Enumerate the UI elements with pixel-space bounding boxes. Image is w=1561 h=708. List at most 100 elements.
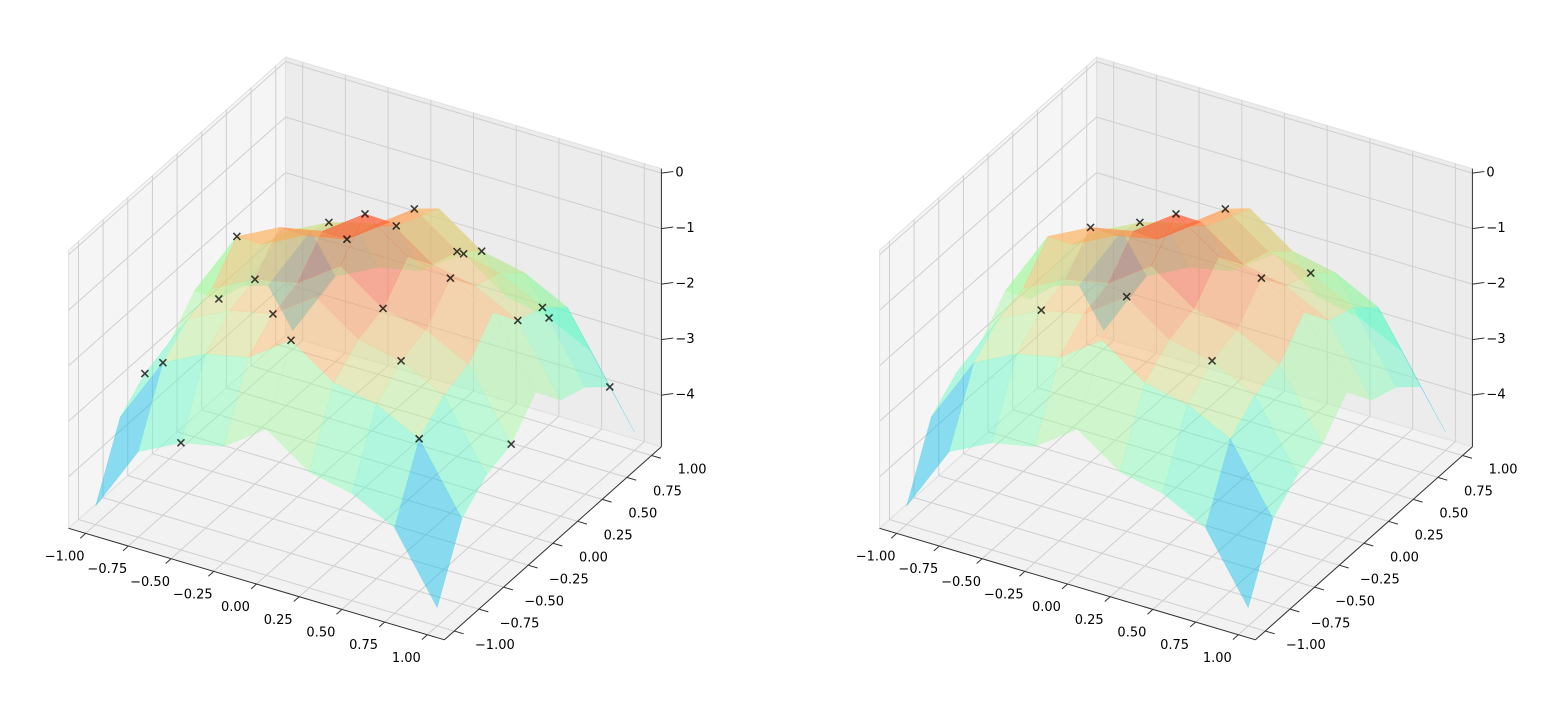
tick-mark xyxy=(293,596,300,602)
surface-patch xyxy=(456,250,525,274)
tick-mark xyxy=(122,545,129,552)
scatter-point xyxy=(324,218,333,227)
surface-patch xyxy=(1200,208,1269,265)
x-tick-label: −0.50 xyxy=(941,575,981,590)
grid-line xyxy=(1086,343,1463,456)
tick-mark xyxy=(1189,621,1196,628)
tick-mark xyxy=(976,558,983,564)
tick-mark xyxy=(250,583,257,590)
scatter-point xyxy=(605,382,614,391)
surface-patch xyxy=(1053,230,1123,287)
surface-patch xyxy=(1139,221,1208,227)
z-tick-label: −1 xyxy=(675,221,694,236)
axis-line xyxy=(879,527,1256,641)
scatter-point xyxy=(214,294,223,303)
grid-line xyxy=(938,475,1315,588)
tick-mark xyxy=(602,498,612,503)
surface-patch xyxy=(1187,360,1256,440)
y-tick-label: 1.00 xyxy=(1489,463,1518,478)
surface-patch xyxy=(1077,339,1145,473)
x-tick-label: 0.75 xyxy=(1160,638,1189,653)
grid-line xyxy=(201,409,578,522)
surface-patch xyxy=(321,213,391,240)
tick-mark xyxy=(577,520,588,525)
surface-patch xyxy=(400,329,469,396)
y-tick-label: 0.25 xyxy=(1415,528,1444,543)
scatter-point xyxy=(158,358,167,367)
surface-patch xyxy=(1182,208,1251,227)
tick-mark xyxy=(1472,337,1485,341)
scatter-point xyxy=(1221,204,1230,213)
grid-line xyxy=(1096,172,1473,285)
grid-line xyxy=(285,61,662,174)
surface-patch xyxy=(1083,265,1153,315)
surface-patch xyxy=(364,213,433,265)
axis-line xyxy=(1255,446,1473,641)
y-tick-label: −1.00 xyxy=(1286,638,1326,653)
surface-patch xyxy=(1254,363,1323,476)
scatter-point xyxy=(250,275,259,284)
grid-line xyxy=(1096,227,1473,341)
z-tick-label: −2 xyxy=(675,277,694,292)
scatter-point xyxy=(1135,218,1144,227)
x-tick-label: 0.75 xyxy=(349,638,378,653)
z-tick-label: −1 xyxy=(1486,221,1505,236)
y-tick-label: 1.00 xyxy=(678,463,707,478)
scatter-point xyxy=(1257,274,1266,283)
surface-patch xyxy=(339,213,409,309)
scatter-point xyxy=(286,336,296,345)
grid-line xyxy=(889,519,1266,632)
tick-mark xyxy=(890,533,897,539)
surface-patch xyxy=(254,227,323,284)
grid-line xyxy=(285,116,662,230)
surface-patch xyxy=(353,221,422,272)
tick-mark xyxy=(528,564,538,569)
x-tick-label: 0.00 xyxy=(1032,600,1061,615)
surface-patch xyxy=(930,318,999,418)
surface-patch xyxy=(468,311,537,445)
surface-patch xyxy=(1352,306,1422,388)
tick-mark xyxy=(661,337,674,341)
surface-patch xyxy=(1328,307,1397,401)
tick-mark xyxy=(1314,586,1325,591)
scatter-point xyxy=(1122,292,1131,301)
surface-patch xyxy=(1211,329,1280,396)
y-tick-label: 0.00 xyxy=(1390,550,1419,565)
grid-line xyxy=(1037,387,1414,500)
z-tick-label: −4 xyxy=(1486,388,1505,403)
y-tick-label: 0.75 xyxy=(653,485,682,500)
scatter-point xyxy=(342,235,352,244)
surface-patch xyxy=(1004,236,1073,300)
tick-mark xyxy=(1472,171,1485,174)
surface-patch xyxy=(524,272,593,353)
x-tick-label: 0.50 xyxy=(1117,625,1146,640)
surface-patch xyxy=(948,353,1017,453)
surface-patch xyxy=(1090,227,1158,240)
surface-patch xyxy=(1029,231,1098,300)
tick-mark xyxy=(454,630,464,635)
grid-line xyxy=(285,283,662,396)
tick-mark xyxy=(336,609,343,615)
surface-patch xyxy=(1040,279,1110,315)
surface-patch xyxy=(1377,306,1446,433)
surface-patch xyxy=(137,353,206,453)
surface-patch xyxy=(407,256,476,287)
surface-patch xyxy=(1206,208,1275,272)
y-tick-label: 0.50 xyxy=(628,507,657,522)
scatter-point xyxy=(378,304,388,313)
surface-patch xyxy=(1267,250,1336,274)
scatter-point xyxy=(268,309,278,319)
surface-patch xyxy=(1229,394,1298,520)
y-tick-label: −1.00 xyxy=(475,638,515,653)
x-tick-label: −0.75 xyxy=(898,562,938,577)
surface-patch xyxy=(991,353,1060,447)
tick-mark xyxy=(1437,476,1448,481)
tick-mark xyxy=(1339,564,1349,569)
surface-patch xyxy=(303,222,373,240)
grid-line xyxy=(1096,116,1473,230)
scatter-point xyxy=(415,434,424,443)
grid-line xyxy=(102,497,480,610)
scatter-point xyxy=(544,313,554,323)
grid-line xyxy=(879,283,1097,478)
surface-patch xyxy=(1292,250,1361,319)
